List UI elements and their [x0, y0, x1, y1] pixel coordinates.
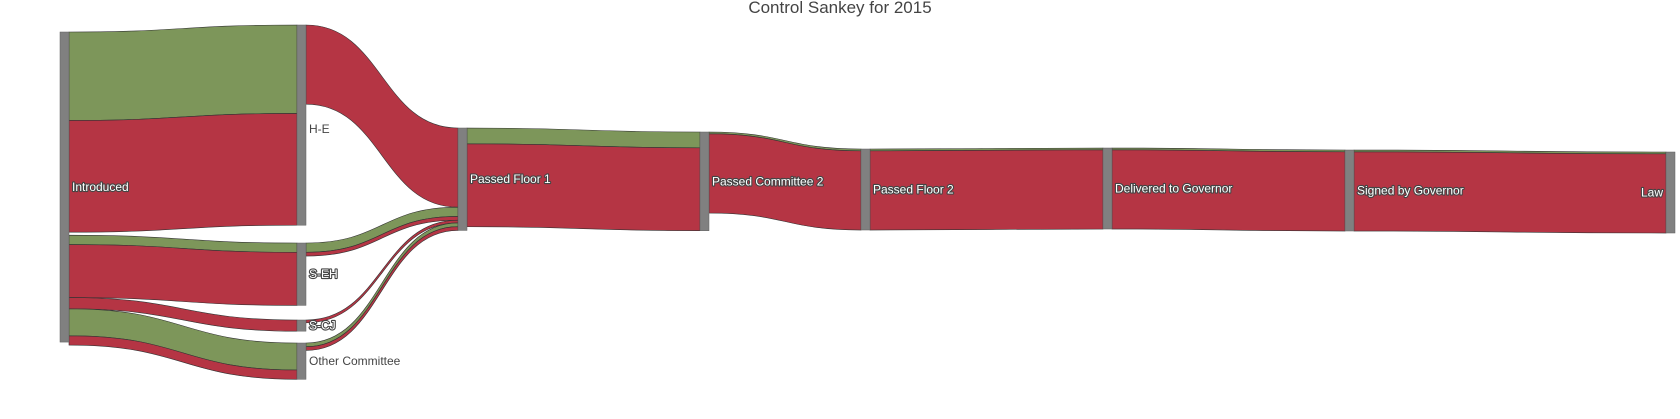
node-label-pf1: Passed Floor 1: [470, 172, 551, 186]
link-pf1-to-pc2-failed: [466, 143, 701, 232]
link-he-to-pf1-failed: [305, 24, 459, 208]
link-introduced-to-he-failed: [68, 113, 298, 233]
node-dtg: [1102, 147, 1113, 230]
node-label-introduced: Introduced: [72, 180, 129, 194]
node-pf1: [457, 127, 468, 231]
node-scj: [296, 319, 307, 332]
labels-layer: Introduced H-E S-EH S-CJ Other Committee Pass…: [71, 122, 1665, 368]
link-introduced-to-seh-failed: [68, 244, 298, 306]
link-introduced-to-he-passed: [68, 24, 298, 121]
node-other: [296, 342, 307, 380]
node-label-law: Law: [1641, 186, 1663, 200]
links-layer: [68, 24, 1667, 380]
node-label-scj: S-CJ: [309, 319, 336, 333]
node-introduced: [59, 31, 70, 343]
node-label-dtg: Delivered to Governor: [1115, 182, 1232, 196]
node-pc2: [699, 131, 710, 231]
node-label-seh: S-EH: [309, 267, 338, 281]
node-law: [1665, 151, 1676, 234]
node-seh: [296, 242, 307, 306]
chart-title: Control Sankey for 2015: [748, 0, 931, 17]
node-label-sbg: Signed by Governor: [1357, 184, 1464, 198]
node-pf2: [860, 148, 871, 231]
nodes-layer: [59, 24, 1676, 380]
node-he: [296, 24, 307, 226]
node-sbg: [1344, 149, 1355, 232]
node-label-he: H-E: [309, 122, 330, 136]
node-label-pc2: Passed Committee 2: [712, 174, 824, 188]
node-label-other: Other Committee: [309, 354, 401, 368]
node-label-pf2: Passed Floor 2: [873, 183, 954, 197]
